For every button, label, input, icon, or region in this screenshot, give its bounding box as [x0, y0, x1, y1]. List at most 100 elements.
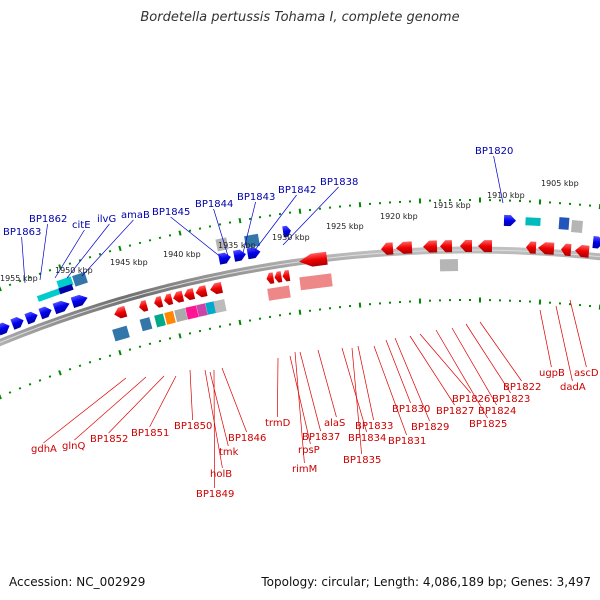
- reverse-gene: [460, 239, 473, 253]
- ruler-inner-tick: [38, 379, 42, 382]
- forward-label-leader: [39, 223, 48, 281]
- scale-label: 1950 kbp: [55, 266, 93, 275]
- ruler-outer-tick: [368, 202, 372, 205]
- reverse-label-leader: [204, 369, 223, 469]
- reverse-gene: [173, 290, 185, 303]
- forward-gene: [246, 247, 261, 260]
- reverse-cog-box: [185, 305, 199, 320]
- reverse-gene-label: holB: [210, 469, 232, 480]
- ruler-inner-tick: [238, 319, 242, 326]
- forward-label-leader: [66, 223, 110, 279]
- scale-label: 1955 kbp: [0, 274, 38, 283]
- reverse-cog-box: [213, 299, 227, 314]
- ruler-outer-tick: [428, 199, 432, 202]
- ruler-outer-tick: [469, 199, 471, 201]
- scale-label: 1905 kbp: [541, 179, 579, 188]
- reverse-label-leader: [451, 327, 497, 406]
- ruler-outer-tick: [328, 206, 332, 209]
- reverse-label-leader: [435, 329, 488, 419]
- ruler-inner-tick: [378, 302, 382, 305]
- ruler-outer-tick: [218, 223, 222, 226]
- reverse-label-leader: [351, 347, 362, 455]
- reverse-gene-label: rimM: [292, 464, 317, 475]
- ruler-inner-tick: [188, 332, 192, 335]
- forward-gene: [592, 236, 600, 249]
- reverse-gene-label: BP1826: [452, 394, 490, 405]
- forward-gene-label: BP1842: [278, 185, 316, 196]
- forward-gene-label: BP1862: [29, 214, 67, 225]
- forward-gene-label: amaB: [121, 210, 150, 221]
- ruler-inner-tick: [98, 357, 102, 361]
- reverse-gene-label: BP1822: [503, 382, 541, 393]
- reverse-gene: [478, 240, 493, 253]
- ruler-outer-tick: [538, 199, 542, 205]
- ruler-outer-tick: [8, 283, 12, 287]
- reverse-gene-label: trmD: [265, 418, 291, 429]
- ruler-outer-tick: [298, 208, 302, 214]
- forward-gene: [282, 225, 291, 238]
- reverse-label-leader: [108, 375, 165, 434]
- forward-cog-box: [36, 286, 66, 302]
- reverse-gene-label: ugpB: [539, 368, 565, 379]
- ruler-inner-tick: [258, 317, 262, 320]
- forward-gene-label: BP1863: [3, 227, 41, 238]
- reverse-cog-box: [174, 307, 188, 323]
- genome-summary-text: Topology: circular; Length: 4,086,189 bp…: [261, 575, 591, 589]
- ruler-inner-tick: [58, 370, 62, 376]
- reverse-gene-label: BP1850: [174, 421, 212, 432]
- ruler-inner-tick: [8, 391, 12, 394]
- scale-label: 1945 kbp: [110, 258, 148, 267]
- reverse-gene-label: tmk: [219, 447, 239, 458]
- ruler-outer-tick: [478, 197, 482, 203]
- ruler-outer-tick: [308, 208, 312, 212]
- ruler-outer-tick: [208, 225, 212, 228]
- reverse-gene: [299, 251, 328, 267]
- ruler-outer-tick: [28, 276, 32, 279]
- accession-text: Accession: NC_002929: [9, 575, 146, 589]
- forward-gene-label: BP1820: [475, 146, 513, 157]
- ruler-inner-tick: [218, 325, 222, 328]
- ruler-outer-tick: [348, 204, 352, 207]
- backbone-layer: [0, 246, 600, 347]
- ruler-outer-tick: [438, 199, 442, 202]
- ruler-outer-tick: [238, 218, 242, 224]
- reverse-label-leader: [317, 349, 337, 418]
- ruler-inner-tick: [158, 339, 162, 343]
- ruler-outer-tick: [68, 262, 72, 265]
- ruler-outer-tick: [388, 201, 392, 204]
- reverse-label-leader: [409, 335, 455, 406]
- ruler-inner-tick: [398, 301, 402, 304]
- forward-label-leader: [213, 208, 229, 257]
- ruler-outer-tick: [118, 245, 122, 252]
- forward-gene: [10, 317, 24, 330]
- reverse-gene-label: BP1849: [196, 489, 234, 500]
- forward-label-leader: [242, 201, 256, 254]
- reverse-label-leader: [299, 351, 321, 432]
- forward-cog-box: [244, 233, 260, 249]
- ruler-inner-tick: [498, 299, 502, 302]
- ruler-inner-tick: [128, 348, 132, 351]
- reverse-label-leader: [209, 371, 229, 447]
- reverse-gene-label: rpsP: [298, 445, 320, 456]
- reverse-gene-label: BP1851: [131, 428, 169, 439]
- reverse-gene-label: ascD: [574, 368, 599, 379]
- reverse-gene-label: BP1831: [388, 436, 426, 447]
- reverse-gene-label: BP1834: [348, 433, 386, 444]
- ruler-inner-tick: [508, 299, 512, 302]
- ruler-outer-tick: [418, 198, 422, 204]
- forward-gene: [218, 252, 231, 265]
- ruler-inner-tick: [368, 303, 372, 306]
- ruler-outer-tick: [558, 202, 562, 205]
- ruler-inner-tick: [358, 302, 362, 308]
- ruler-outer-tick: [248, 217, 252, 221]
- scale-label: 1910 kbp: [487, 191, 525, 200]
- ruler-inner-tick: [388, 301, 392, 304]
- ruler-outer-tick: [528, 200, 532, 203]
- forward-gene: [70, 294, 88, 309]
- ruler-outer-tick: [448, 199, 452, 202]
- ruler-inner-tick: [328, 307, 332, 310]
- ruler-outer-tick: [198, 227, 202, 230]
- ruler-inner-tick: [528, 300, 532, 303]
- reverse-cog-box: [267, 285, 291, 301]
- ruler-inner-tick: [488, 299, 492, 302]
